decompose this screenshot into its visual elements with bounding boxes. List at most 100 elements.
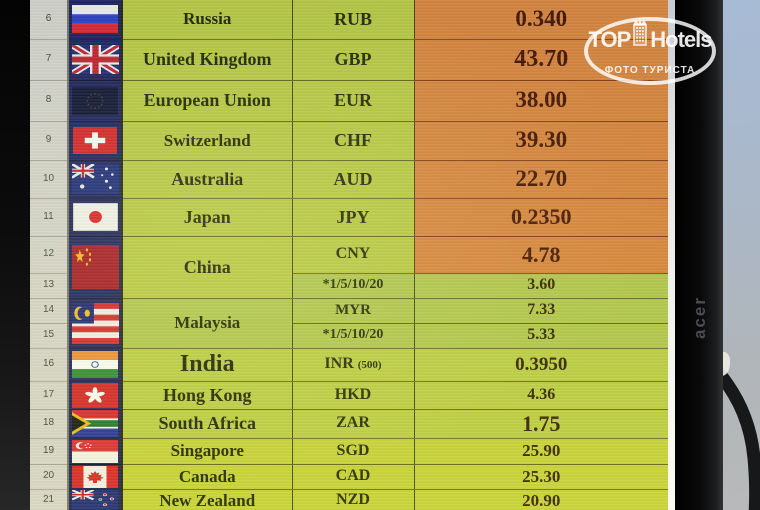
row-number: 13 xyxy=(30,273,69,299)
table-row: 10 Australia AUD 22.70 xyxy=(30,160,668,199)
hotel-building-icon xyxy=(631,18,649,51)
flag-malaysia-icon xyxy=(68,298,122,349)
currency-code: CAD xyxy=(291,464,414,490)
currency-code: EUR xyxy=(291,80,414,122)
row-number: 12 xyxy=(30,236,69,274)
table-row: 20 Canada CAD 25.30 xyxy=(30,464,668,490)
currency-code: CHF xyxy=(291,121,414,161)
country-name: European Union xyxy=(121,80,292,122)
currency-code: AUD xyxy=(291,160,414,199)
flag-canada-icon xyxy=(68,464,122,490)
country-name: Malaysia xyxy=(121,298,292,349)
flag-india-icon xyxy=(68,348,122,382)
exchange-rate: 25.30 xyxy=(413,464,668,490)
currency-code: RUB xyxy=(291,0,414,40)
flag-japan-icon xyxy=(68,198,122,237)
row-number: 20 xyxy=(30,464,69,490)
row-number: 11 xyxy=(30,198,69,237)
monitor-bezel-left xyxy=(0,0,30,510)
currency-code: JPY xyxy=(291,198,414,237)
row-number: 19 xyxy=(30,438,69,465)
currency-code: GBP xyxy=(291,39,414,81)
currency-code: HKD xyxy=(291,381,414,410)
row-number: 7 xyxy=(30,39,69,81)
country-name: Switzerland xyxy=(121,121,292,161)
table-row: 17 Hong Kong HKD 4.36 xyxy=(30,381,668,410)
monitor-bezel-right: acer xyxy=(675,0,723,510)
currency-code: MYR xyxy=(291,298,414,324)
denomination-note: *1/5/10/20 xyxy=(291,323,414,349)
acer-logo: acer xyxy=(690,296,709,339)
exchange-rate: 5.33 xyxy=(413,323,668,349)
exchange-rate: 3.60 xyxy=(413,273,668,299)
flag-singapore-icon xyxy=(68,438,122,465)
table-row: 12 China CNY 4.78 xyxy=(30,236,668,299)
flag-australia-icon xyxy=(68,160,122,199)
watermark-brand-top: TOP xyxy=(588,27,631,52)
table-row: 19 Singapore SGD 25.90 xyxy=(30,438,668,465)
exchange-rate: 1.75 xyxy=(413,409,668,439)
country-name: Japan xyxy=(121,198,292,237)
exchange-rate: 7.33 xyxy=(413,298,668,324)
country-name: Russia xyxy=(121,0,292,40)
exchange-rate: 39.30 xyxy=(413,121,668,161)
table-row: 18 South Africa ZAR 1.75 xyxy=(30,409,668,439)
row-number: 21 xyxy=(30,489,69,510)
country-name: New Zealand xyxy=(121,489,292,510)
exchange-rate: 0.2350 xyxy=(413,198,668,237)
exchange-rate: 4.78 xyxy=(413,236,668,274)
exchange-rate-screen: 6 Russia RUB 0.340 7 United Kingdom GBP … xyxy=(30,0,668,510)
watermark-oval xyxy=(584,17,716,85)
screen-edge-highlight xyxy=(664,0,675,510)
denomination-note: *1/5/10/20 xyxy=(291,273,414,299)
table-row: 15 *1/5/10/20 5.33 xyxy=(30,323,668,349)
flag-united-kingdom-icon xyxy=(68,39,122,81)
table-row: 9 Switzerland CHF 39.30 xyxy=(30,121,668,161)
currency-code: NZD xyxy=(291,489,414,510)
table-row: 11 Japan JPY 0.2350 xyxy=(30,198,668,237)
currency-code: CNY xyxy=(291,236,414,274)
watermark-tagline: ФОТО ТУРИСТА xyxy=(604,65,696,76)
flag-european-union-icon xyxy=(68,80,122,122)
country-name: Canada xyxy=(121,464,292,490)
row-number: 14 xyxy=(30,298,69,324)
country-name: South Africa xyxy=(121,409,292,439)
row-number: 6 xyxy=(30,0,69,40)
flag-switzerland-icon xyxy=(68,121,122,161)
table-row: 21 New Zealand NZD 20.90 xyxy=(30,489,668,510)
row-number: 15 xyxy=(30,323,69,349)
country-name: China xyxy=(121,236,292,299)
table-row: 14 Malaysia MYR 7.33 xyxy=(30,298,668,349)
country-name: Singapore xyxy=(121,438,292,465)
flag-russia-icon xyxy=(68,0,122,40)
row-number: 17 xyxy=(30,381,69,410)
table-row: 8 European Union EUR 38.00 xyxy=(30,80,668,122)
table-row: 6 Russia RUB 0.340 xyxy=(30,0,668,40)
table-row: 16 India INR (500) 0.3950 xyxy=(30,348,668,382)
tophotels-watermark: TOP Hotels ФОТО ТУРИСТА xyxy=(584,17,716,85)
exchange-rate: 0.3950 xyxy=(413,348,668,382)
power-cable xyxy=(711,365,760,510)
country-name: India xyxy=(121,348,292,382)
row-number: 16 xyxy=(30,348,69,382)
country-name: United Kingdom xyxy=(121,39,292,81)
row-number: 18 xyxy=(30,409,69,439)
row-number: 9 xyxy=(30,121,69,161)
denomination-note: (500) xyxy=(357,359,382,372)
table-row: 7 United Kingdom GBP 43.70 xyxy=(30,39,668,81)
exchange-rate: 25.90 xyxy=(413,438,668,465)
table-row: 13 *1/5/10/20 3.60 xyxy=(30,273,668,299)
exchange-rate: 22.70 xyxy=(413,160,668,199)
currency-code: INR (500) xyxy=(291,348,414,382)
country-name: Australia xyxy=(121,160,292,199)
flag-china-icon xyxy=(68,236,122,299)
row-number: 8 xyxy=(30,80,69,122)
currency-code: ZAR xyxy=(291,409,414,439)
flag-south-africa-icon xyxy=(68,409,122,439)
exchange-rate: 38.00 xyxy=(413,80,668,122)
watermark-brand-bottom: Hotels xyxy=(650,27,712,52)
exchange-rate-table: 6 Russia RUB 0.340 7 United Kingdom GBP … xyxy=(30,0,668,510)
country-name: Hong Kong xyxy=(121,381,292,410)
exchange-rate: 20.90 xyxy=(413,489,668,510)
